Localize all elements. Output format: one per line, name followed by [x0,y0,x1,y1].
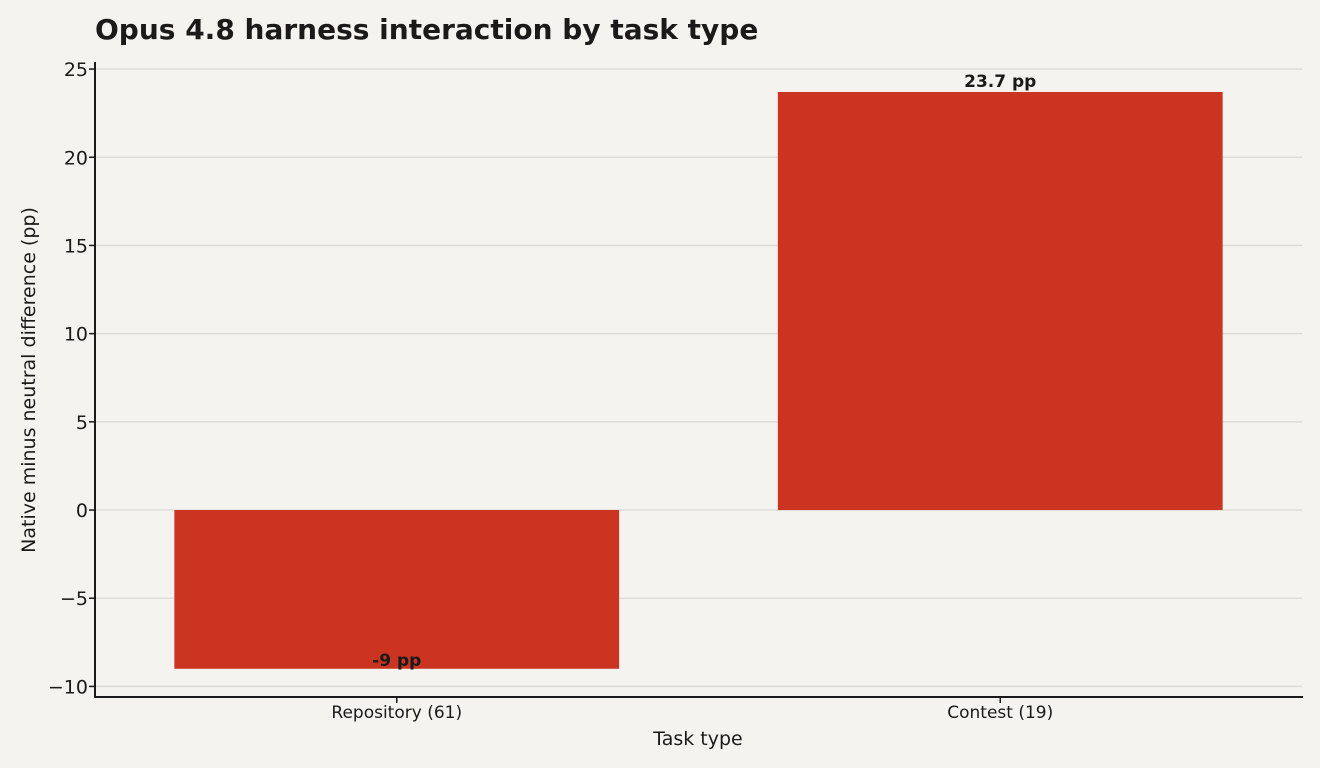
y-axis-label: Native minus neutral difference (pp) [18,207,40,553]
y-axis-ticks: 25 20 15 10 5 0 −5 −10 [48,59,95,698]
x-axis-categories: Repository (61) Contest (19) [331,697,1053,723]
data-labels: -9 pp 23.7 pp [372,72,1036,671]
y-tick-label: −10 [48,676,88,698]
y-tick-label: 0 [76,500,88,522]
x-category-label: Contest (19) [947,703,1053,723]
x-axis-label: Task type [652,728,743,750]
bars [174,91,1223,669]
x-category-label: Repository (61) [331,703,462,723]
bar-repository [174,510,620,669]
data-label: -9 pp [372,651,421,671]
data-label: 23.7 pp [964,72,1036,92]
y-tick-label: 15 [64,235,88,257]
y-tick-label: 10 [64,324,88,346]
y-tick-label: 25 [64,59,88,81]
bar-contest [777,91,1223,511]
y-tick-label: 20 [64,147,88,169]
y-tick-label: −5 [60,588,88,610]
y-tick-label: 5 [76,412,88,434]
chart-title: Opus 4.8 harness interaction by task typ… [95,13,758,46]
